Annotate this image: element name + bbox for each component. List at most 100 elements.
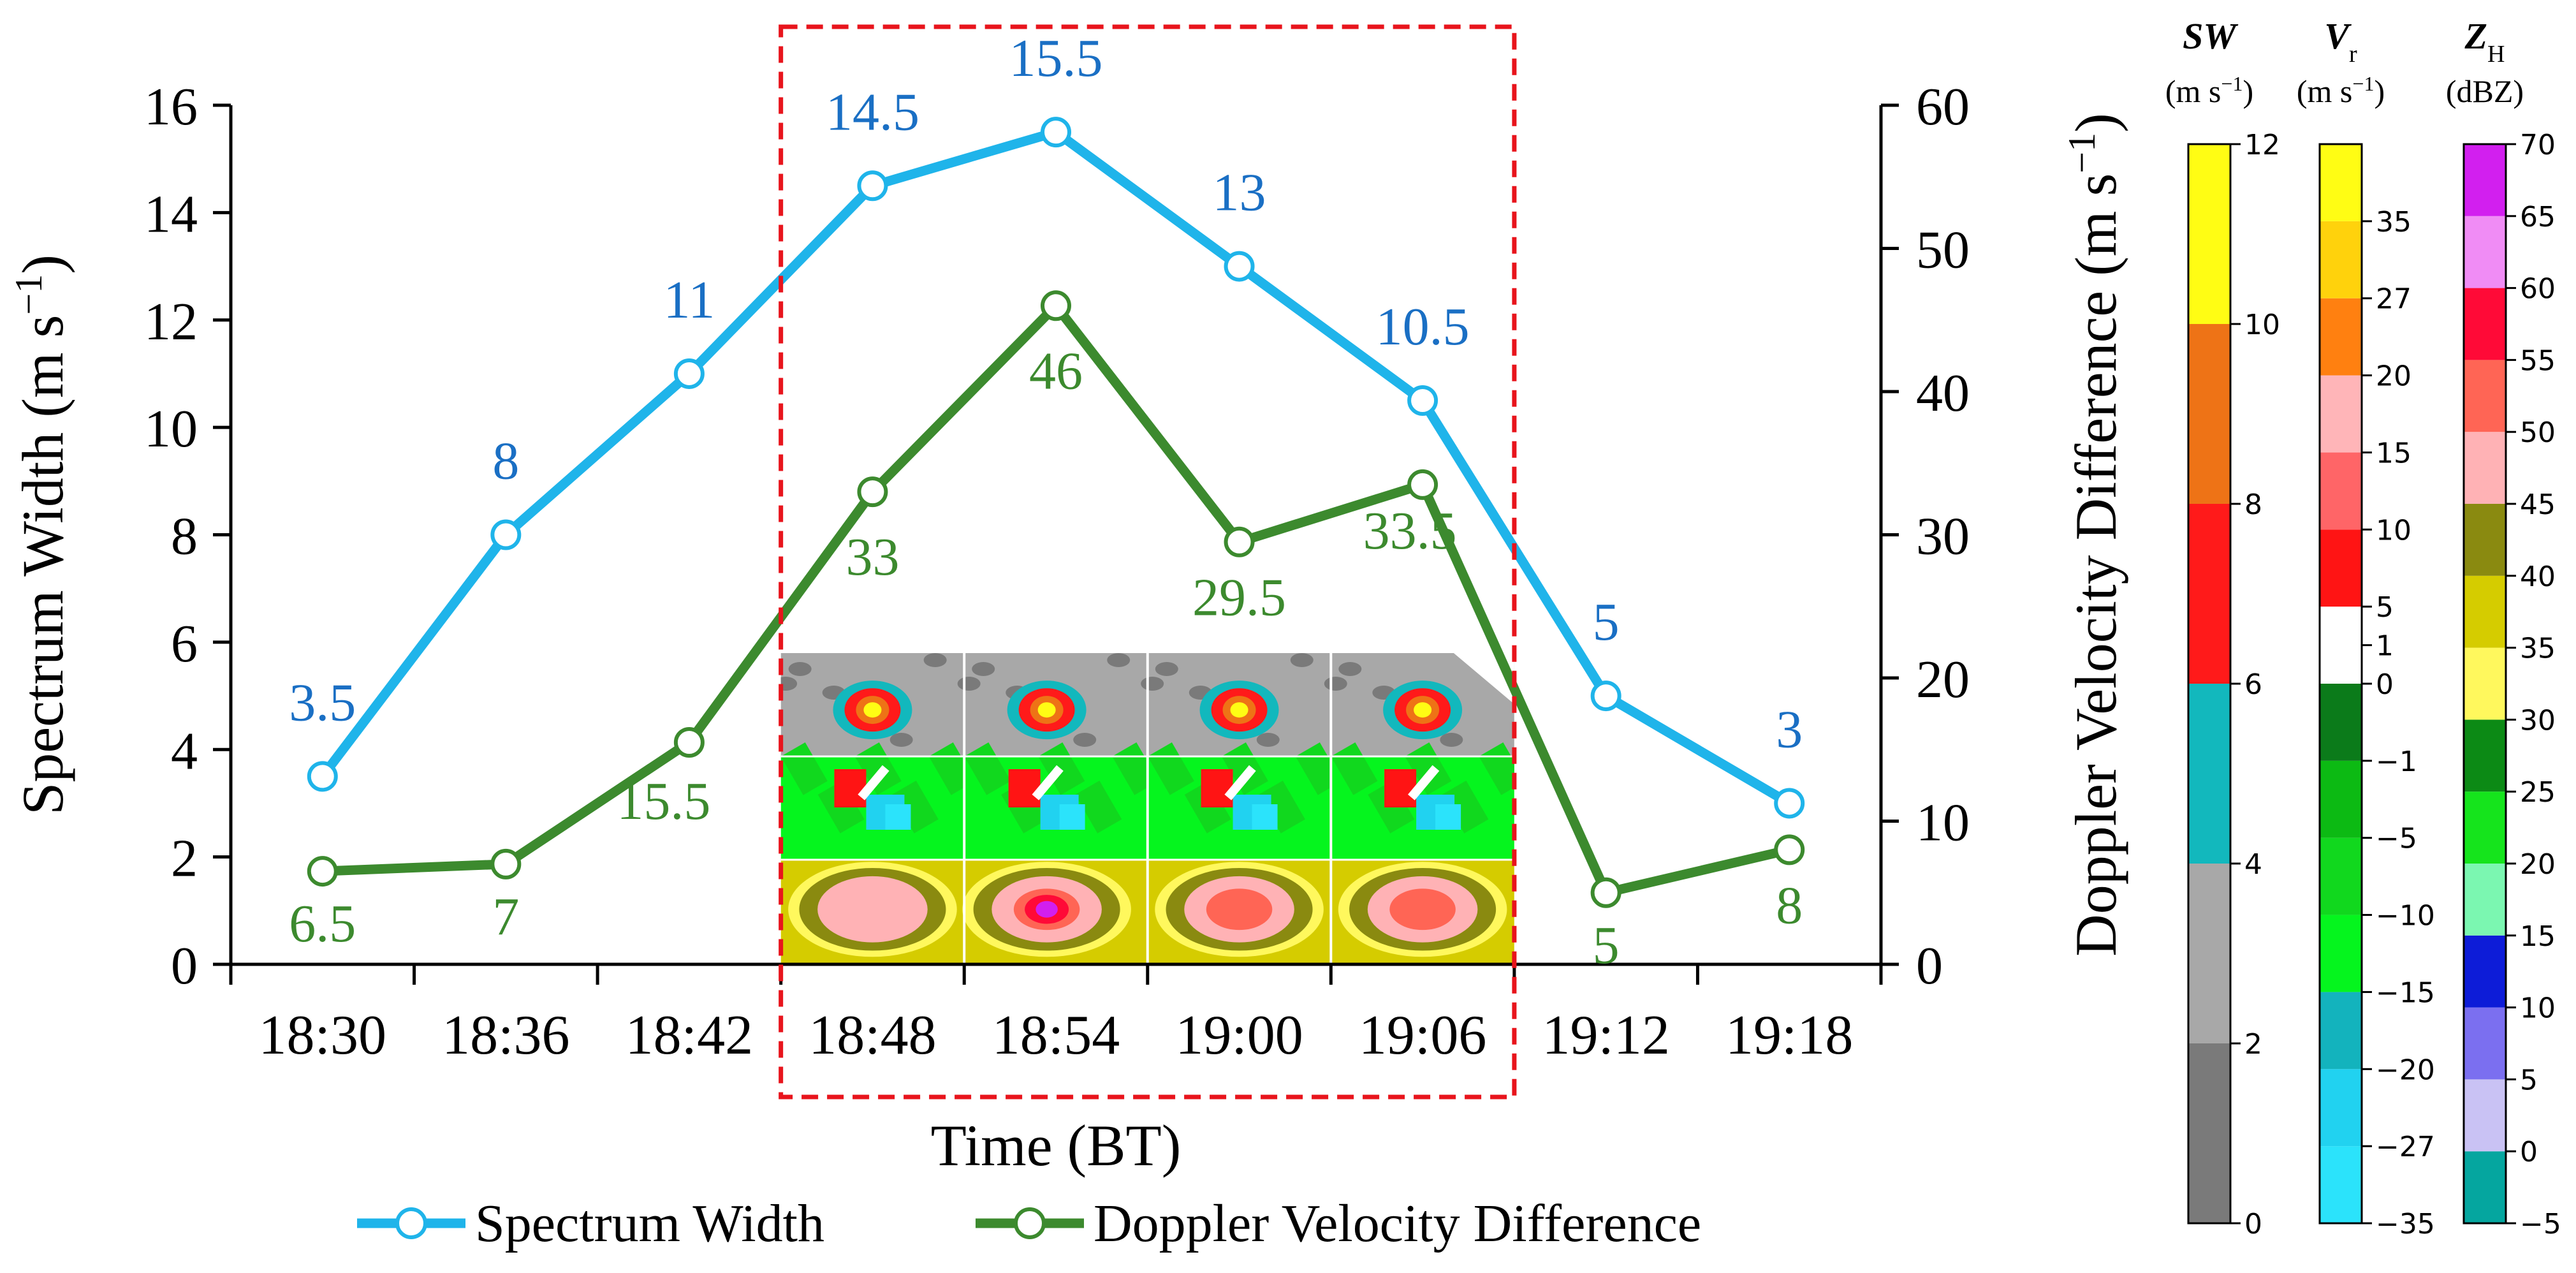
x-tick-label: 19:06	[1359, 1004, 1486, 1066]
inset-vr-band	[1442, 781, 1489, 834]
data-label: 8	[492, 432, 519, 491]
colorbar-tick-label: 15	[2520, 920, 2556, 953]
colorbar-tick-label: 10	[2520, 992, 2556, 1025]
colorbar-tick-label: −5	[2520, 1208, 2561, 1240]
data-point	[1407, 385, 1438, 416]
colorbar-tick-label: 20	[2520, 848, 2556, 881]
inset-vr-patch	[1407, 765, 1440, 800]
colorbar-band	[2320, 221, 2362, 298]
x-tick-label: 18:48	[809, 1004, 936, 1066]
data-point	[673, 727, 705, 758]
inset-sw-blob	[1037, 702, 1056, 718]
data-point	[1224, 526, 1255, 557]
colorbar-tick-label: 4	[2244, 848, 2262, 881]
inset-sw-speck	[1141, 677, 1164, 691]
colorbar-tick-label: −10	[2376, 900, 2435, 932]
data-label: 13	[1213, 163, 1266, 223]
colorbar-band	[2188, 684, 2230, 864]
colorbar-tick-label: −15	[2376, 976, 2435, 1009]
colorbar-tick-label: 65	[2520, 201, 2556, 233]
left-tick-label: 12	[144, 292, 198, 351]
colorbar-title-Vr: Vr	[2324, 15, 2357, 68]
colorbar-band	[2188, 144, 2230, 324]
colorbar-band	[2464, 360, 2506, 432]
colorbar-tick-label: 70	[2520, 129, 2556, 161]
colorbar-tick-label: 5	[2376, 591, 2394, 624]
colorbar-tick-label: 30	[2520, 704, 2556, 737]
legend-marker	[1014, 1207, 1046, 1239]
inset-sw-speck	[923, 653, 947, 667]
right-tick-label: 60	[1916, 77, 1970, 136]
colorbar-tick-label: 55	[2520, 344, 2556, 377]
right-axis-title: Doppler Velocity Difference (m s−1)	[2061, 113, 2128, 956]
colorbar-tick-label: 5	[2520, 1064, 2538, 1096]
highlight-dashed-box	[779, 24, 1517, 1100]
data-label: 46	[1029, 341, 1083, 401]
colorbar-band	[2464, 864, 2506, 936]
data-label: 7	[492, 887, 519, 946]
data-label: 5	[1593, 916, 1620, 975]
colorbar-tick-label: −1	[2376, 746, 2417, 778]
x-tick-label: 19:00	[1175, 1004, 1303, 1066]
inset-vr-band	[891, 781, 939, 834]
x-tick-label: 18:30	[259, 1004, 386, 1066]
colorbar-unit-ZH: (dBZ)	[2446, 73, 2524, 109]
x-tick-label: 18:36	[442, 1004, 569, 1066]
data-label: 3.5	[289, 673, 356, 732]
data-label: 11	[663, 270, 715, 330]
right-tick-label: 10	[1916, 793, 1970, 853]
data-point	[307, 761, 338, 792]
colorbar-tick-label: 50	[2520, 416, 2556, 449]
inset-zh-contour	[1206, 888, 1273, 931]
colorbar-band	[2464, 1079, 2506, 1152]
colorbar-band	[2320, 452, 2362, 530]
colorbar-tick-label: −35	[2376, 1208, 2435, 1240]
colorbar-tick-label: 10	[2376, 514, 2411, 547]
colorbar-band	[2320, 144, 2362, 221]
inset-vr-patch	[858, 765, 889, 800]
colorbar-tick-label: 60	[2520, 273, 2556, 305]
colorbar-band	[2464, 144, 2506, 216]
data-point	[1407, 469, 1438, 500]
inset-zh-contour	[1389, 888, 1456, 931]
colorbar-tick-label: −20	[2376, 1054, 2435, 1086]
colorbar-band	[2320, 1069, 2362, 1147]
highlight-box	[779, 24, 1517, 1100]
colorbar-band	[2464, 432, 2506, 504]
data-point	[1774, 834, 1805, 865]
inset-sw-speck	[788, 662, 812, 676]
colorbar-tick-label: 8	[2244, 489, 2262, 521]
colorbar-band	[2464, 1151, 2506, 1223]
inset-content	[780, 653, 1514, 963]
left-tick-label: 10	[144, 399, 198, 459]
colorbar-band	[2464, 504, 2506, 576]
data-point	[857, 170, 888, 202]
left-axis-title: Spectrum Width (m s−1)	[8, 254, 75, 815]
inset-vr-patch	[834, 769, 867, 807]
colorbar-band	[2320, 684, 2362, 761]
data-point	[1041, 117, 1071, 148]
inset-sw-speck	[1155, 662, 1178, 676]
inset-vr-patch	[1252, 804, 1278, 830]
left-tick-label: 6	[171, 614, 198, 673]
colorbar-band	[2464, 791, 2506, 864]
left-tick-label: 16	[144, 77, 198, 136]
colorbar-tick-label: 0	[2244, 1208, 2262, 1240]
colorbar-unit-Vr: (m s−1)	[2297, 72, 2385, 109]
inset-vr-band	[1075, 781, 1122, 834]
left-tick-label: 2	[171, 829, 198, 888]
left-tick-label: 4	[171, 721, 198, 781]
colorbar-tick-label: −27	[2376, 1131, 2435, 1163]
colorbar-unit-SW: (m s−1)	[2165, 72, 2253, 109]
colorbar-title-SW: SW	[2183, 15, 2238, 57]
inset-sw-speck	[1256, 733, 1280, 747]
data-point	[490, 519, 522, 550]
data-label: 15.5	[1009, 29, 1103, 88]
data-label: 10.5	[1376, 297, 1470, 357]
colorbar-title-ZH: ZH	[2464, 15, 2505, 68]
colorbar-tick-label: 45	[2520, 489, 2556, 521]
x-tick-label: 18:54	[992, 1004, 1120, 1066]
radar-inset-panels	[780, 653, 1514, 963]
data-label: 15.5	[617, 772, 710, 831]
